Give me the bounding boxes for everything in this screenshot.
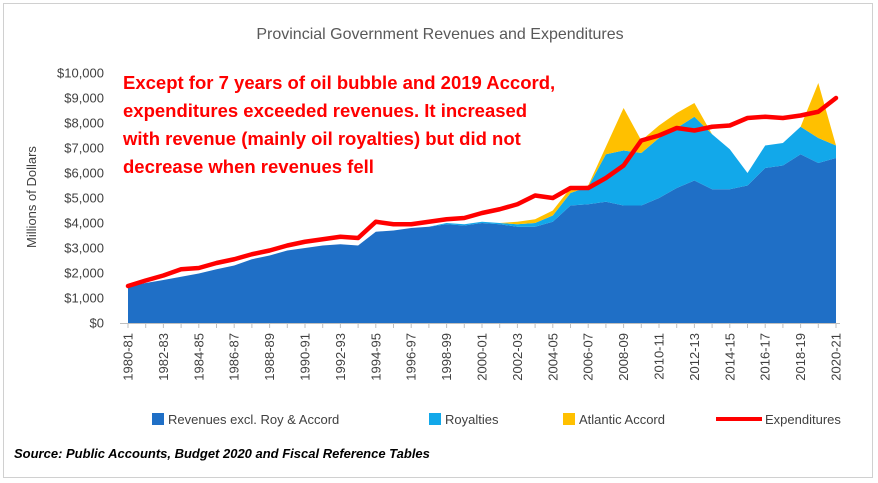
y-tick-label: $6,000 (64, 166, 104, 181)
x-tick-label: 2020-21 (829, 333, 844, 381)
x-tick-label: 2004-05 (545, 333, 560, 381)
x-tick-label: 2012-13 (687, 333, 702, 381)
y-tick-label: $7,000 (64, 141, 104, 156)
x-tick-label: 2002-03 (510, 333, 525, 381)
legend: Revenues excl. Roy & Accord Royalties At… (152, 412, 841, 427)
x-tick-label: 1990-91 (298, 333, 313, 381)
x-tick-label: 1994-95 (368, 333, 383, 381)
y-tick-label: $3,000 (64, 241, 104, 256)
line-series-expenditures (125, 95, 839, 289)
x-tick-label: 1984-85 (191, 333, 206, 381)
x-tick-label: 2018-19 (793, 333, 808, 381)
legend-label-revenues: Revenues excl. Roy & Accord (168, 412, 339, 427)
y-tick-label: $8,000 (64, 116, 104, 131)
legend-label-expenditures: Expenditures (765, 412, 841, 427)
y-tick-label: $5,000 (64, 191, 104, 206)
y-tick-label: $4,000 (64, 216, 104, 231)
annotation-line-3: with revenue (mainly oil royalties) but … (122, 128, 521, 149)
annotation: Except for 7 years of oil bubble and 201… (122, 72, 555, 177)
annotation-line-4: decrease when revenues fell (123, 156, 374, 177)
x-axis (120, 323, 840, 328)
x-tick-label: 2014-15 (722, 333, 737, 381)
legend-label-royalties: Royalties (445, 412, 499, 427)
y-tick-label: $0 (90, 316, 104, 331)
x-tick-label: 1992-93 (333, 333, 348, 381)
x-tick-label: 1986-87 (227, 333, 242, 381)
x-tick-label: 1988-89 (262, 333, 277, 381)
y-axis-label: Millions of Dollars (24, 146, 39, 248)
x-tick-label: 2008-09 (616, 333, 631, 381)
y-axis-ticks: $0 $1,000 $2,000 $3,000 $4,000 $5,000 $6,000 $7… (57, 66, 104, 331)
x-axis-ticks: 1980-81 1982-83 1984-85 1986-87 1988-89 1990-… (121, 333, 844, 381)
x-tick-label: 1982-83 (156, 333, 171, 381)
area-series-royalties (128, 116, 836, 287)
x-tick-label: 1998-99 (439, 333, 454, 381)
x-tick-label: 1996-97 (404, 333, 419, 381)
x-tick-label: 2016-17 (758, 333, 773, 381)
x-tick-label: 1980-81 (121, 333, 136, 381)
area-series-revenues-excl-roy-accord (128, 154, 836, 323)
legend-label-atlantic-accord: Atlantic Accord (579, 412, 665, 427)
legend-swatch-atlantic-accord (563, 413, 575, 425)
expenditure-line-layer (125, 95, 839, 289)
chart-title: Provincial Government Revenues and Expen… (256, 26, 623, 43)
y-tick-label: $9,000 (64, 91, 104, 106)
annotation-line-2: expenditures exceeded revenues. It incre… (123, 100, 527, 121)
annotation-line-1: Except for 7 years of oil bubble and 201… (123, 72, 555, 93)
y-tick-label: $1,000 (64, 291, 104, 306)
x-tick-label: 2006-07 (581, 333, 596, 381)
y-tick-label: $10,000 (57, 66, 104, 81)
x-tick-label: 2000-01 (475, 333, 490, 381)
source-note: Source: Public Accounts, Budget 2020 and… (14, 446, 430, 461)
legend-swatch-royalties (429, 413, 441, 425)
y-tick-label: $2,000 (64, 266, 104, 281)
x-tick-label: 2010-11 (652, 333, 667, 380)
legend-swatch-revenues (152, 413, 164, 425)
